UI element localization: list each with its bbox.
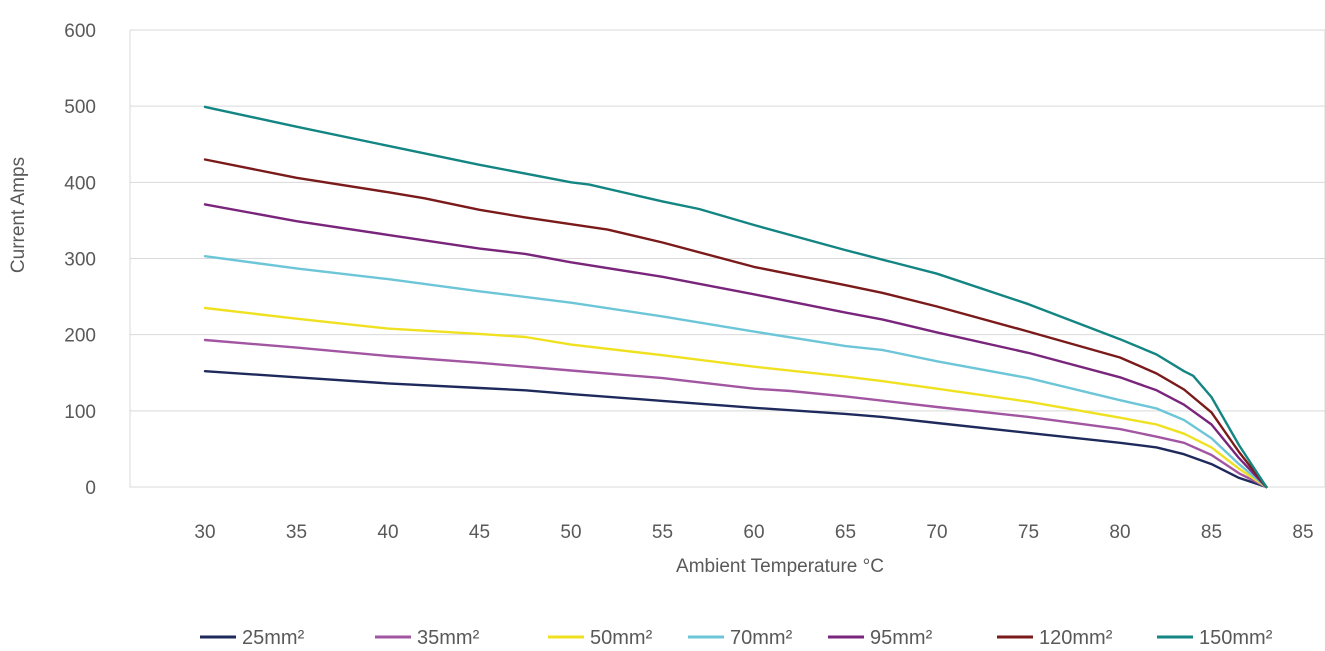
x-tick-label: 40 — [377, 522, 398, 543]
series-line-70mm — [203, 255, 1268, 489]
y-tick-label: 200 — [64, 326, 96, 347]
y-tick-label: 0 — [85, 478, 96, 499]
series-line-50mm — [203, 306, 1268, 489]
gridlines — [130, 105, 1325, 412]
y-tick-label: 600 — [64, 21, 96, 42]
x-tick-label: 85 — [1292, 522, 1313, 543]
legend-label: 120mm² — [1039, 627, 1113, 649]
legend-label: 70mm² — [730, 627, 793, 649]
x-tick-label: 80 — [1109, 522, 1130, 543]
y-tick-labels: 0 100 200 300 400 500 600 — [64, 21, 96, 499]
x-tick-label: 35 — [286, 522, 307, 543]
x-tick-label: 45 — [469, 522, 490, 543]
x-tick-label: 55 — [652, 522, 673, 543]
legend-item: 50mm² — [548, 627, 653, 649]
series-lines — [203, 105, 1268, 489]
y-tick-label: 500 — [64, 97, 96, 118]
legend-item: 35mm² — [375, 627, 480, 649]
legend-item: 150mm² — [1157, 627, 1273, 649]
x-tick-label: 75 — [1018, 522, 1039, 543]
x-tick-label: 30 — [194, 522, 215, 543]
series-line-95mm — [203, 203, 1268, 489]
legend-label: 35mm² — [417, 627, 480, 649]
series-line-120mm — [203, 158, 1268, 489]
legend-label: 95mm² — [870, 627, 933, 649]
legend-label: 150mm² — [1199, 627, 1273, 649]
x-tick-label: 70 — [926, 522, 947, 543]
legend-item: 70mm² — [688, 627, 793, 649]
legend-item: 25mm² — [200, 627, 305, 649]
x-tick-labels: 30 35 40 45 50 55 60 65 70 75 80 85 85 — [194, 522, 1313, 543]
x-tick-label: 50 — [560, 522, 581, 543]
y-axis-title: Current Amps — [8, 157, 29, 273]
legend: 25mm² 35mm² 50mm² 70mm² 95mm² 120mm² 150mm² — [200, 627, 1273, 649]
x-tick-label: 60 — [743, 522, 764, 543]
series-line-35mm — [203, 338, 1268, 489]
y-tick-label: 400 — [64, 173, 96, 194]
series-line-25mm — [203, 370, 1268, 489]
x-axis-title: Ambient Temperature °C — [676, 556, 884, 577]
legend-label: 25mm² — [242, 627, 305, 649]
y-tick-label: 300 — [64, 250, 96, 271]
legend-item: 120mm² — [997, 627, 1113, 649]
x-tick-label: 65 — [835, 522, 856, 543]
series-line-150mm — [203, 105, 1268, 489]
legend-item: 95mm² — [828, 627, 933, 649]
legend-label: 50mm² — [590, 627, 653, 649]
y-tick-label: 100 — [64, 402, 96, 423]
x-tick-label: 85 — [1201, 522, 1222, 543]
